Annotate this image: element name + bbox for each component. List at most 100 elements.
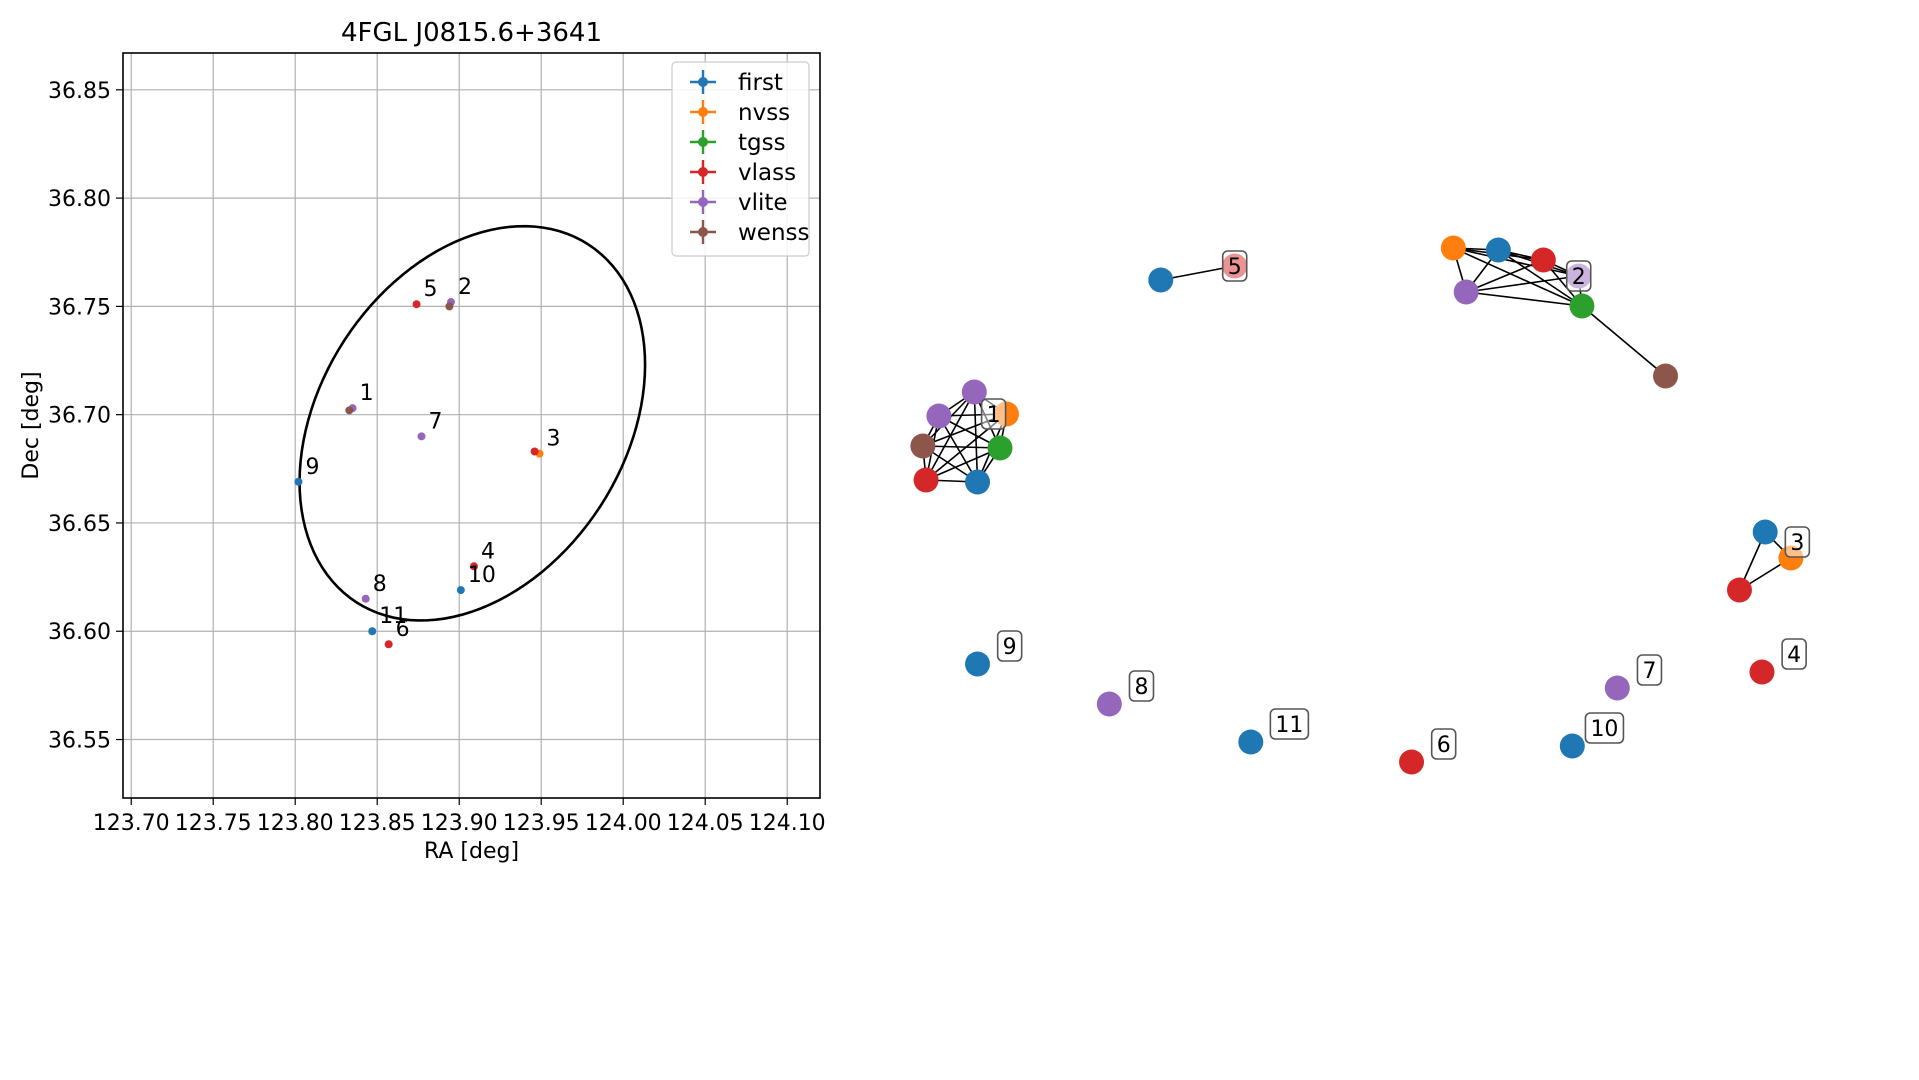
data-point-first — [294, 477, 303, 486]
point-annotation: 3 — [547, 427, 561, 452]
annotations-layer: 1 2 3 4 5 6 7 8 9 10 11 — [305, 275, 560, 642]
graph-node — [1726, 577, 1752, 603]
graph-node — [1752, 519, 1778, 545]
ticks-layer: 123.70 123.75 123.80 123.85 123.90 123.95 124.… — [48, 79, 826, 836]
node-labels-layer: 1 2 3 4 5 6 7 8 9 10 11 — [980, 250, 1811, 760]
legend-marker-vlass — [698, 167, 708, 177]
y-tick-label: 36.60 — [48, 620, 111, 645]
point-annotation: 6 — [396, 617, 410, 642]
graph-node — [913, 467, 939, 493]
node-label: 4 — [1787, 643, 1801, 668]
nodes-layer — [910, 235, 1804, 775]
x-tick-label: 123.70 — [93, 811, 170, 836]
edges-layer — [922, 247, 1792, 591]
x-tick-label: 123.75 — [175, 811, 252, 836]
legend-label-first: first — [738, 70, 783, 96]
x-tick-label: 123.95 — [503, 811, 580, 836]
graph-node — [965, 651, 991, 677]
node-label-box — [1128, 670, 1155, 702]
graph-node — [1485, 237, 1511, 263]
graph-node — [987, 435, 1013, 461]
graph-node — [1399, 749, 1425, 775]
y-tick-label: 36.65 — [48, 512, 111, 537]
point-annotation: 8 — [373, 572, 387, 597]
graph-node — [1096, 691, 1122, 717]
graph-node — [1604, 675, 1630, 701]
node-label: 2 — [1572, 265, 1586, 290]
y-tick-label: 36.70 — [48, 404, 111, 429]
node-label-box — [1784, 526, 1811, 558]
legend-label-vlite: vlite — [738, 190, 788, 216]
node-label-box — [980, 398, 1007, 430]
node-label: 11 — [1275, 713, 1303, 738]
x-tick-label: 124.00 — [585, 811, 662, 836]
graph-edge — [973, 391, 979, 483]
graph-node — [1238, 729, 1264, 755]
graph-edge — [1466, 291, 1583, 307]
graph-edge — [1465, 259, 1544, 293]
legend-marker-vlite — [698, 197, 708, 207]
y-tick-label: 36.85 — [48, 79, 111, 104]
data-point-first — [368, 627, 377, 636]
y-tick-label: 36.80 — [48, 187, 111, 212]
graph-edge — [938, 415, 979, 483]
node-label: 5 — [1228, 255, 1242, 280]
legend-label-wenss: wenss — [738, 220, 810, 246]
graph-node — [910, 433, 936, 459]
graph-node — [1440, 235, 1466, 261]
grid — [123, 53, 820, 798]
node-label-box — [1781, 638, 1807, 670]
graph-edge — [1453, 247, 1583, 307]
data-point-first — [456, 586, 465, 595]
node-label-box — [1565, 260, 1592, 292]
plot-frame — [122, 52, 821, 799]
graph-node — [1569, 293, 1595, 319]
graph-node — [1559, 733, 1585, 759]
node-label: 8 — [1134, 675, 1148, 700]
graph-node — [926, 403, 952, 429]
x-tick-label: 123.85 — [339, 811, 416, 836]
point-annotation: 7 — [428, 409, 442, 434]
legend-marker-tgss — [698, 137, 708, 147]
data-point-vlite — [417, 432, 426, 441]
node-label: 1 — [987, 403, 1001, 428]
legend-marker-first — [698, 77, 708, 87]
node-label-box — [1584, 712, 1625, 744]
y-tick-label: 36.75 — [48, 295, 111, 320]
graph-edge — [1581, 305, 1667, 377]
chart-title: 4FGL J0815.6+3641 — [341, 18, 602, 48]
point-annotation: 9 — [305, 455, 319, 480]
data-point-vlass — [412, 300, 421, 309]
legend: first nvss tgss vlass vlite wenss — [671, 61, 810, 257]
graph-node — [1749, 659, 1775, 685]
legend-marker-wenss — [698, 227, 708, 237]
point-annotation: 11 — [379, 604, 407, 629]
x-tick-label: 124.05 — [667, 811, 744, 836]
node-label-box — [1430, 728, 1457, 760]
legend-label-nvss: nvss — [738, 100, 790, 126]
point-annotation: 1 — [360, 381, 374, 406]
legend-marker-nvss — [698, 107, 708, 117]
x-tick-label: 124.10 — [749, 811, 826, 836]
node-label-box — [1221, 250, 1248, 282]
graph-edge — [922, 445, 1001, 449]
points-layer — [294, 298, 544, 649]
node-label: 9 — [1003, 635, 1017, 660]
data-point-wenss — [445, 302, 454, 311]
point-annotation: 2 — [458, 275, 472, 300]
point-annotation: 5 — [424, 277, 438, 302]
graph-node — [965, 469, 991, 495]
node-label-box — [996, 630, 1023, 662]
data-point-vlass — [469, 562, 478, 571]
ellipse-layer — [298, 224, 647, 622]
network-panel: 1 2 3 4 5 6 7 8 9 10 11 — [910, 235, 1811, 775]
point-annotation: 4 — [481, 539, 495, 564]
graph-edge — [1466, 275, 1579, 293]
graph-edge — [1497, 249, 1583, 307]
graph-node — [1653, 363, 1679, 389]
graph-node — [1148, 267, 1174, 293]
graph-edge — [925, 447, 1001, 481]
data-point-wenss — [345, 406, 354, 415]
point-annotation: 10 — [468, 563, 496, 588]
